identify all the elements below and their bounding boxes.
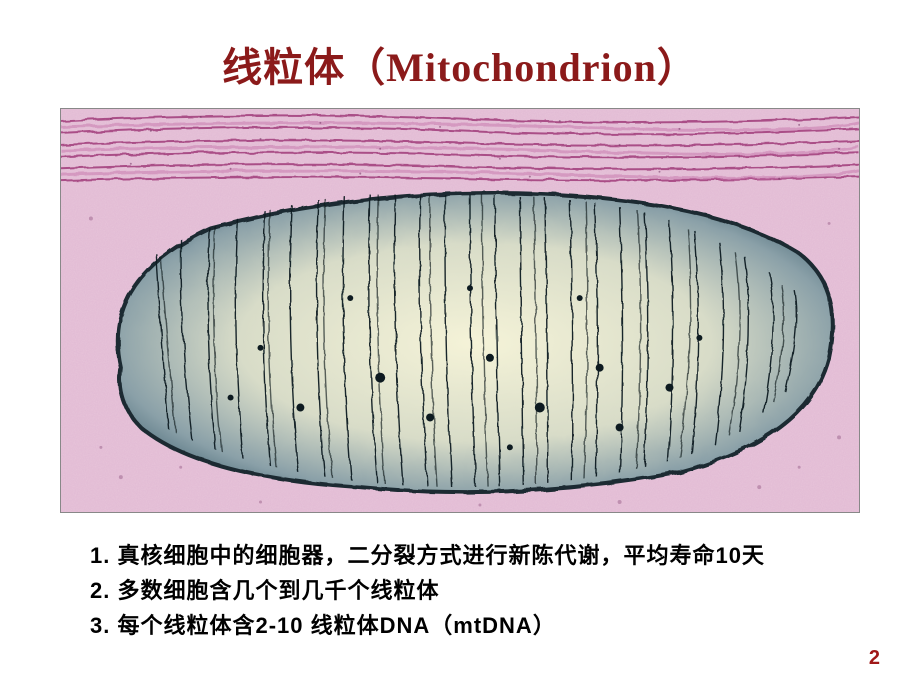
list-item: 3. 每个线粒体含2-10 线粒体DNA（mtDNA）	[90, 608, 860, 643]
title-cn: 线粒体	[222, 45, 345, 90]
list-item: 2. 多数细胞含几个到几千个线粒体	[90, 573, 860, 608]
bullet-list: 1. 真核细胞中的细胞器，二分裂方式进行新陈代谢，平均寿命10天 2. 多数细胞…	[60, 538, 860, 644]
list-item: 1. 真核细胞中的细胞器，二分裂方式进行新陈代谢，平均寿命10天	[90, 538, 860, 573]
title-open: （	[345, 45, 386, 90]
slide-title: 线粒体（Mitochondrion）	[60, 35, 860, 93]
title-close: ）	[657, 45, 698, 90]
mitochondrion-figure	[60, 108, 860, 513]
title-en: Mitochondrion	[386, 45, 657, 90]
page-number: 2	[869, 647, 880, 670]
